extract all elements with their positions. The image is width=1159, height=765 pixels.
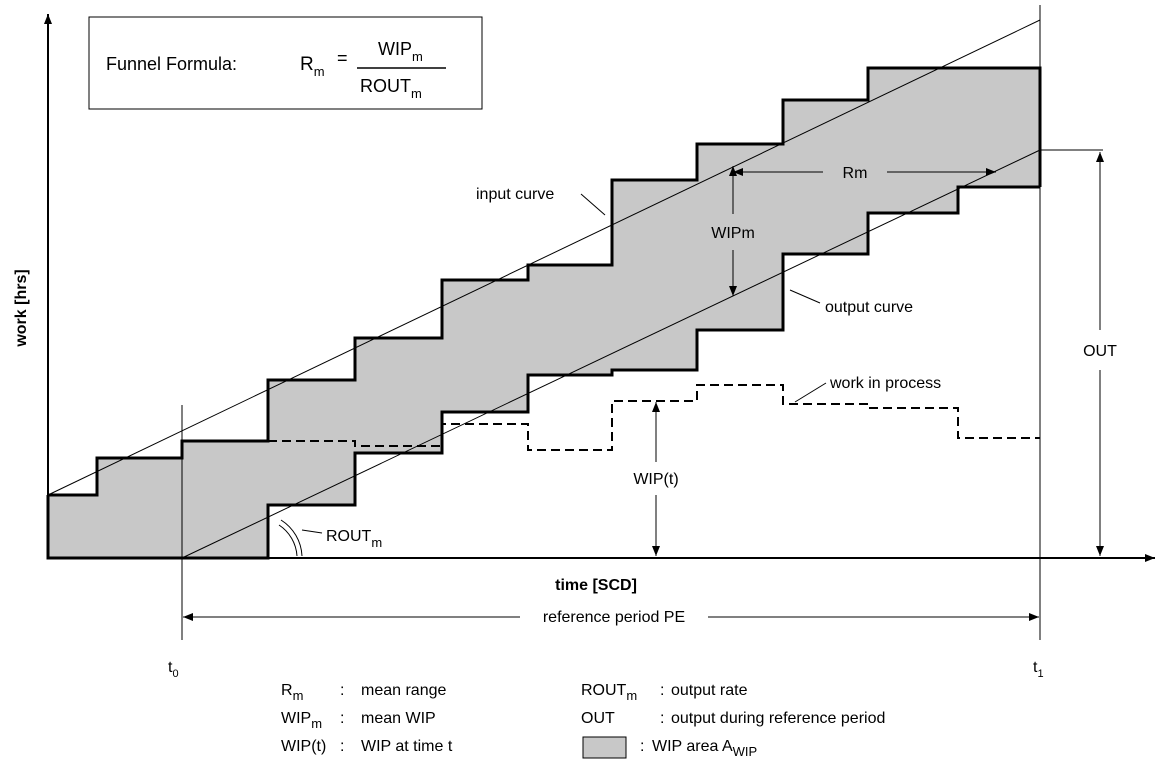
work-in-process-label: work in process — [829, 375, 941, 392]
wip-area — [48, 68, 1040, 558]
input-curve-label: input curve — [476, 186, 554, 203]
rout-angle-arc-inner — [278, 524, 298, 557]
formula-box — [88, 16, 483, 110]
rm-label: Rm — [843, 165, 868, 182]
x-axis-label: time [SCD] — [555, 577, 637, 594]
legend-separator: : — [640, 738, 644, 755]
t0-label: t0 — [168, 659, 179, 680]
work-in-process-curve — [268, 384, 1040, 451]
legend-symbol: WIPm — [281, 710, 322, 731]
wipm-label: WIPm — [711, 225, 755, 242]
output-trend-line — [181, 149, 1041, 559]
out-label: OUT — [1083, 343, 1117, 360]
legend-description: WIP area AWIP — [652, 738, 757, 759]
legend-description: output during reference period — [671, 710, 885, 727]
legend-symbol: WIP(t) — [281, 738, 326, 755]
rout-label: ROUTm — [326, 528, 382, 550]
legend-symbol: Rm — [281, 682, 303, 703]
legend-separator: : — [660, 682, 664, 699]
input-curve-leader — [580, 193, 606, 216]
t1-label: t1 — [1033, 659, 1044, 680]
formula-equals: = — [337, 48, 348, 68]
legend-description: WIP at time t — [361, 738, 453, 755]
input-trend-line — [47, 19, 1041, 496]
output-curve-leader — [789, 289, 821, 304]
legend-separator: : — [660, 710, 664, 727]
legend-description: mean range — [361, 682, 446, 699]
legend-symbol: ROUTm — [581, 682, 637, 703]
rout-leader — [301, 529, 323, 534]
legend-symbol: OUT — [581, 710, 615, 727]
rout-angle-arc-outer — [280, 519, 303, 557]
legend-description: output rate — [671, 682, 748, 699]
wip-t-label: WIP(t) — [633, 471, 678, 488]
legend-separator: : — [340, 682, 344, 699]
formula-denominator: ROUTm — [360, 76, 422, 101]
legend: Rm : mean range WIPm : mean WIP WIP(t) :… — [281, 682, 885, 759]
reference-period-label: reference period PE — [543, 609, 685, 626]
formula-lhs: Rm — [300, 54, 325, 79]
legend-description: mean WIP — [361, 710, 436, 727]
legend-wip-area-swatch — [582, 736, 627, 759]
legend-separator: : — [340, 738, 344, 755]
output-curve — [46, 185, 1040, 560]
formula-numerator: WIPm — [378, 39, 423, 64]
work-in-process-leader — [794, 382, 827, 403]
output-curve-label: output curve — [825, 299, 913, 316]
formula-label: Funnel Formula: — [106, 54, 237, 74]
legend-separator: : — [340, 710, 344, 727]
y-axis-label: work [hrs] — [13, 269, 30, 347]
